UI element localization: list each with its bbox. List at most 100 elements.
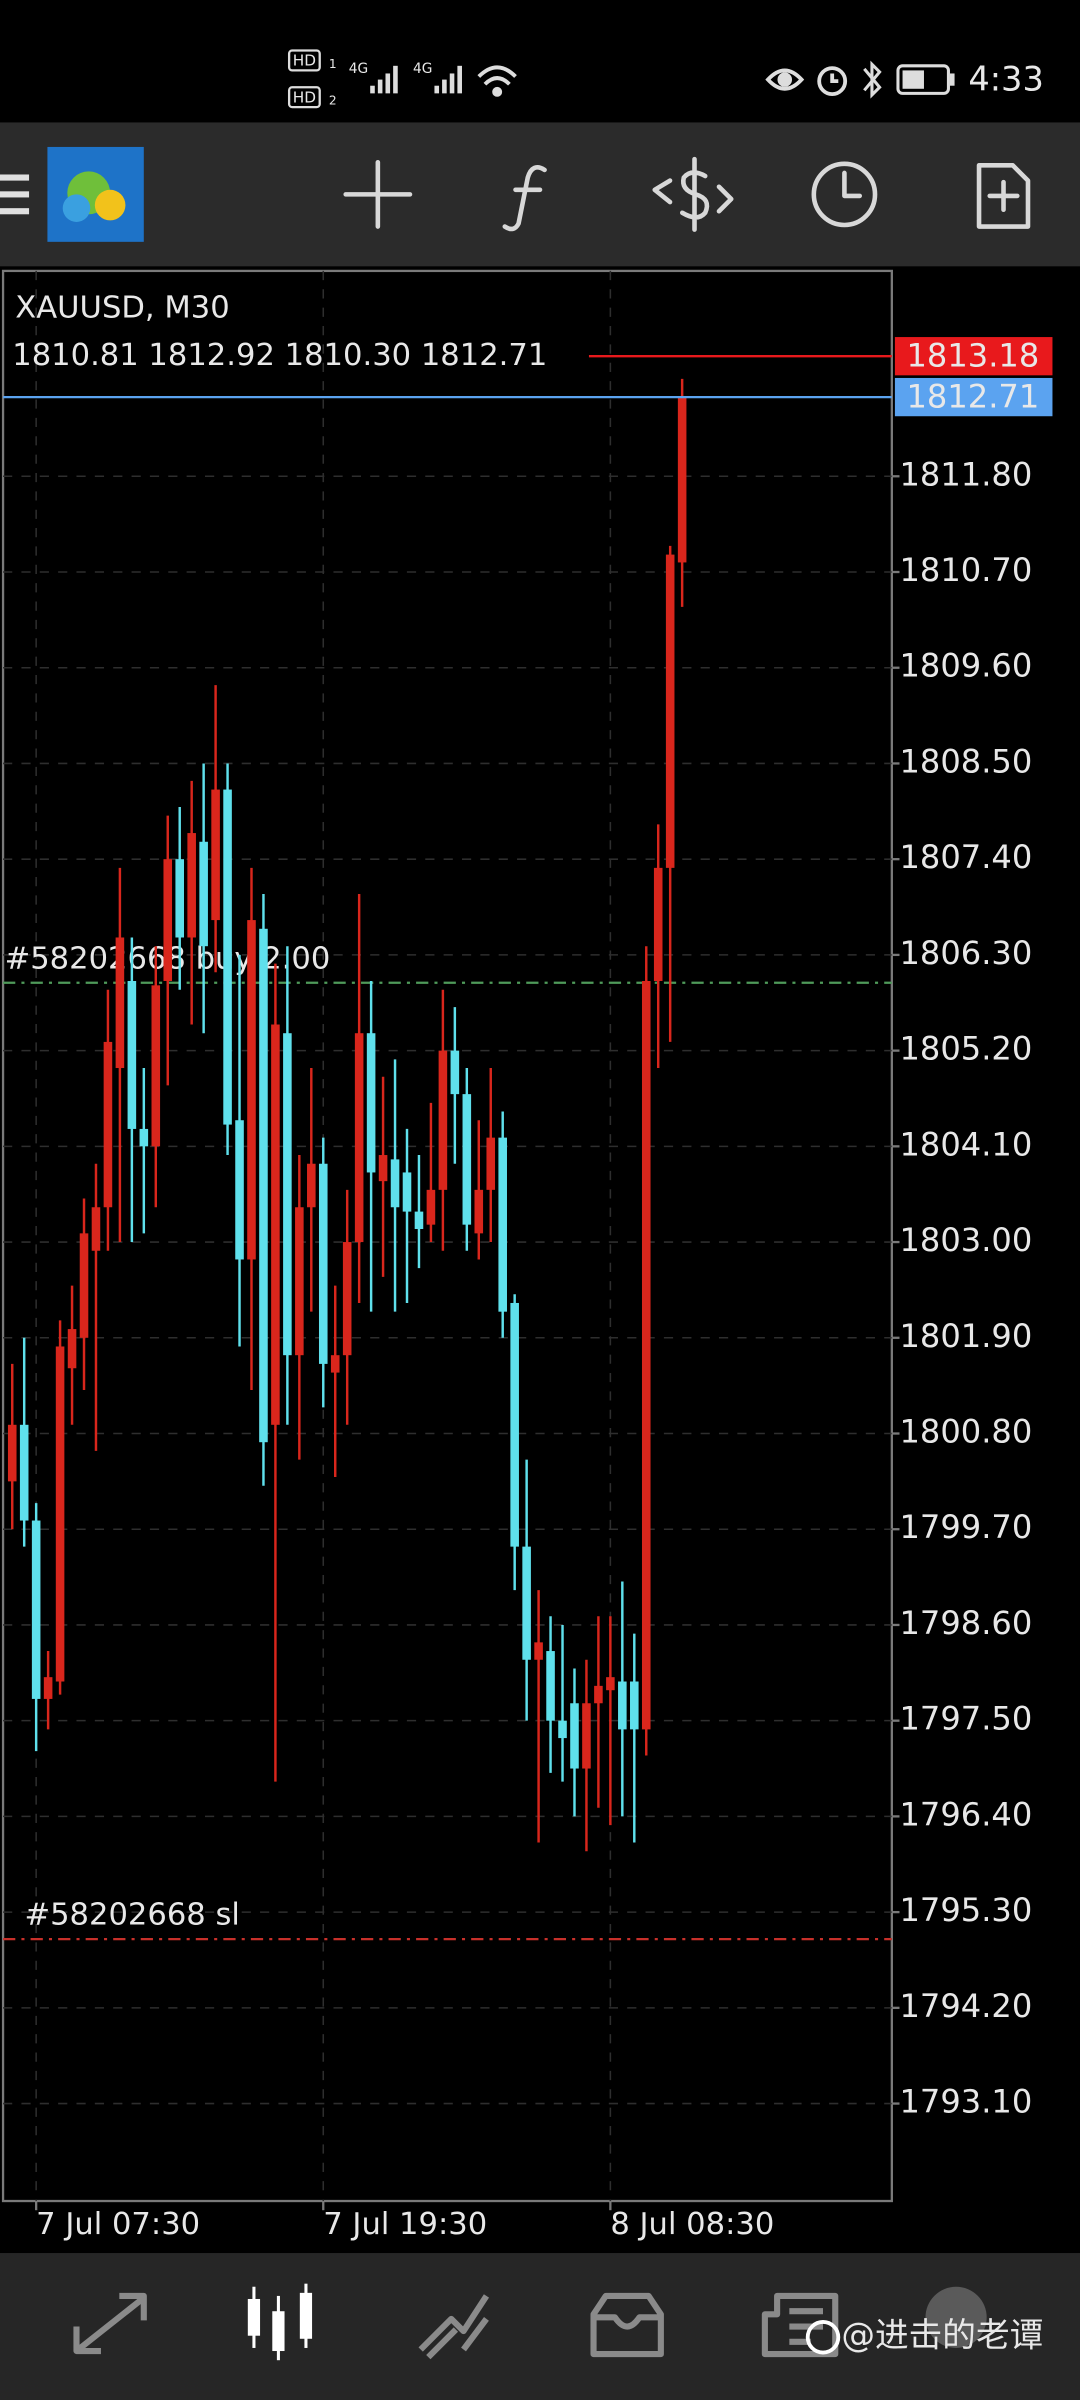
candle-body [330,1355,340,1373]
sim-label: HD [293,88,316,106]
new-order-button[interactable] [976,163,1031,229]
ask-label: 1813.18 [907,337,1040,375]
candle-body [390,1159,400,1208]
candle-body [402,1172,412,1212]
network-label: 4G [349,61,368,77]
candle-body [558,1720,567,1739]
trade-tab[interactable] [418,2294,490,2360]
candle-body [534,1642,543,1660]
candle-body [618,1681,627,1730]
candle-body [522,1546,531,1660]
candle-body [295,1207,304,1356]
level-label: #58202668 sl [24,1898,239,1933]
y-tick-label: 1799.70 [899,1508,1032,1546]
crosshair-button[interactable] [343,159,413,229]
sim-box [287,49,321,72]
wifi-icon [477,65,517,97]
signal-icon [370,65,398,94]
candle-body [31,1520,41,1699]
candle-body [271,1024,280,1425]
candle-body [486,1137,496,1190]
candle-body [318,1163,328,1364]
candle-body [79,1233,89,1338]
candle-body [127,981,137,1129]
signal-icon [434,65,462,94]
network-label: 4G [413,61,432,77]
battery-icon [896,64,955,95]
candle-body [354,1033,364,1243]
candle-body [582,1703,591,1769]
app-logo[interactable] [47,146,144,242]
y-tick-label: 1805.20 [899,1030,1032,1068]
chart-frame [1,269,893,2203]
candle-body [414,1211,424,1230]
candle-body [462,1094,472,1225]
candle-body [211,789,220,921]
candle-body [187,833,196,938]
candle-body [163,859,173,982]
candle-body [546,1651,555,1721]
alarm-icon [817,66,848,97]
candle-body [151,985,161,1147]
candle-body [139,1128,149,1147]
candle-body [426,1189,436,1225]
candle-body [594,1685,603,1704]
candle-body [223,789,232,1125]
news-tab[interactable] [761,2292,839,2358]
candle-body [510,1302,519,1547]
y-tick-label: 1797.50 [899,1700,1032,1738]
history-tab[interactable] [590,2292,664,2358]
candle-body [19,1424,29,1521]
candle-body [570,1703,579,1769]
trade-button[interactable] [652,156,734,232]
candle-body [115,937,125,1069]
y-tick-label: 1793.10 [899,2083,1032,2121]
symbol-label: XAUUSD, M30 [15,291,229,326]
sim-box [287,86,321,109]
chart: #58202668 buy 2.00#58202668 sl [3,270,900,2211]
toolbar [0,122,1080,267]
candle-body [7,1424,17,1482]
chat-tab[interactable] [925,2286,987,2348]
watermark-text: @进击的老谭 [841,2316,1043,2355]
candle-body [498,1137,507,1312]
y-tick-label: 1798.60 [899,1604,1032,1642]
watermark: @进击的老谭 [805,2316,1043,2355]
candle-body [474,1189,484,1234]
x-tick-label: 8 Jul 08:30 [610,2207,774,2242]
y-tick-label: 1810.70 [899,551,1032,589]
y-tick-label: 1800.80 [899,1412,1032,1450]
candle-body [259,928,268,1443]
bottom-nav [0,2253,1080,2400]
y-tick-label: 1809.60 [899,647,1032,685]
ohlc-label: 1810.81 1812.92 1810.30 1812.71 [12,338,547,373]
candle-body [450,1050,460,1095]
indicator-button[interactable] [502,165,547,232]
y-tick-label: 1803.00 [899,1221,1032,1259]
sim-label: HD [293,52,316,70]
quotes-tab[interactable] [73,2292,147,2355]
candle-body [103,1041,113,1208]
y-tick-label: 1806.30 [899,934,1032,972]
x-tick-label: 7 Jul 07:30 [36,2207,200,2242]
candle-body [378,1155,388,1182]
menu-button[interactable] [0,174,30,215]
sim-label: 1 [329,57,337,71]
y-tick-label: 1794.20 [899,1987,1032,2025]
clock: 4:33 [968,60,1044,99]
y-tick-label: 1795.30 [899,1891,1032,1929]
chart-tab[interactable] [247,2283,313,2361]
candle-body [665,554,675,868]
ask-box [894,337,1053,376]
candle-body [43,1677,53,1699]
history-button[interactable] [811,161,878,228]
x-tick-label: 7 Jul 19:30 [323,2207,487,2242]
candle-body [307,1163,316,1208]
candle-body [342,1242,352,1356]
y-tick-label: 1811.80 [899,455,1032,493]
candle-body [199,841,208,947]
y-tick-label: 1804.10 [899,1125,1032,1163]
y-tick-label: 1796.40 [899,1795,1032,1833]
candle-body [55,1346,65,1682]
